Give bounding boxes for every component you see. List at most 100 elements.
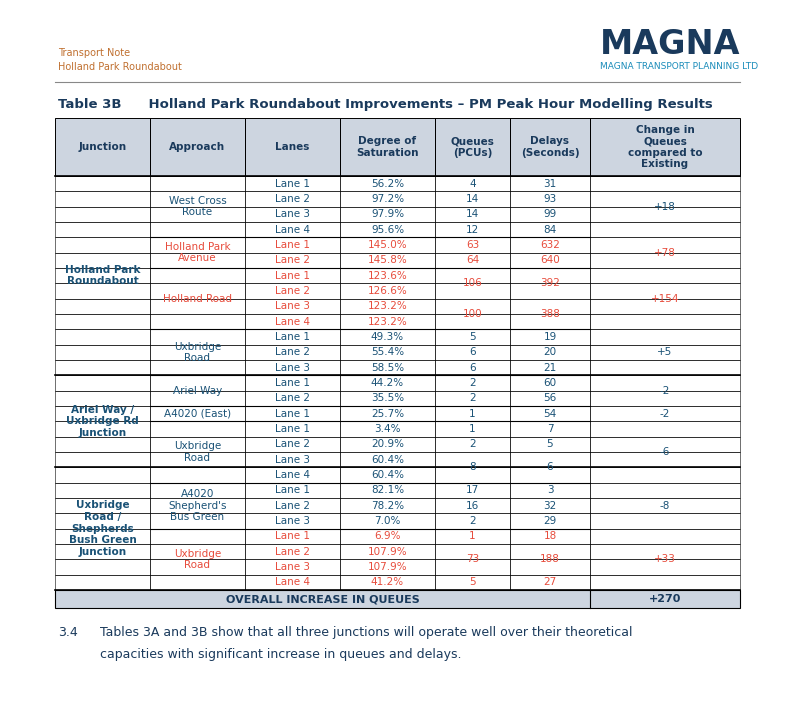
- Bar: [150, 575, 245, 590]
- Bar: [510, 483, 590, 498]
- Text: MAGNA: MAGNA: [600, 28, 741, 61]
- Text: 56: 56: [544, 393, 556, 404]
- Bar: [510, 118, 590, 176]
- Bar: [590, 314, 740, 329]
- Bar: [590, 298, 740, 314]
- Bar: [245, 575, 340, 590]
- Text: 44.2%: 44.2%: [371, 378, 404, 388]
- Text: 14: 14: [466, 194, 479, 204]
- Text: Lane 2: Lane 2: [275, 347, 310, 357]
- Bar: [510, 192, 590, 206]
- Text: Lane 1: Lane 1: [275, 179, 310, 189]
- Bar: [590, 376, 740, 391]
- Bar: [55, 544, 150, 559]
- Bar: [245, 118, 340, 176]
- Text: 41.2%: 41.2%: [371, 577, 404, 588]
- Bar: [150, 513, 245, 529]
- Bar: [510, 253, 590, 268]
- Text: 29: 29: [544, 516, 556, 526]
- Bar: [510, 176, 590, 192]
- Bar: [150, 329, 245, 345]
- Text: 19: 19: [544, 332, 556, 342]
- Bar: [150, 452, 245, 468]
- Bar: [150, 222, 245, 237]
- Bar: [245, 406, 340, 421]
- Bar: [435, 483, 510, 498]
- Text: 95.6%: 95.6%: [371, 225, 404, 234]
- Bar: [245, 498, 340, 513]
- Bar: [435, 360, 510, 376]
- Text: 56.2%: 56.2%: [371, 179, 404, 189]
- Text: 18: 18: [544, 531, 556, 541]
- Bar: [150, 284, 245, 298]
- Bar: [435, 513, 510, 529]
- Bar: [435, 468, 510, 483]
- Bar: [340, 391, 435, 406]
- Text: Delays
(Seconds): Delays (Seconds): [521, 136, 579, 158]
- Text: -6: -6: [660, 447, 670, 457]
- Text: capacities with significant increase in queues and delays.: capacities with significant increase in …: [100, 648, 462, 661]
- Bar: [510, 314, 590, 329]
- Bar: [150, 529, 245, 544]
- Text: Table 3B: Table 3B: [58, 98, 122, 111]
- Text: Lane 2: Lane 2: [275, 393, 310, 404]
- Text: 60: 60: [544, 378, 556, 388]
- Bar: [55, 222, 150, 237]
- Bar: [245, 253, 340, 268]
- Bar: [245, 314, 340, 329]
- Bar: [245, 529, 340, 544]
- Bar: [55, 206, 150, 222]
- Text: Uxbridge
Road /
Shepherds
Bush Green
Junction: Uxbridge Road / Shepherds Bush Green Jun…: [69, 501, 136, 557]
- Bar: [435, 298, 510, 314]
- Bar: [590, 192, 740, 206]
- Bar: [590, 206, 740, 222]
- Text: Tables 3A and 3B show that all three junctions will operate well over their theo: Tables 3A and 3B show that all three jun…: [100, 626, 633, 639]
- Bar: [590, 237, 740, 253]
- Text: 3.4: 3.4: [58, 626, 78, 639]
- Bar: [55, 483, 150, 498]
- Bar: [55, 437, 150, 452]
- Text: -2: -2: [660, 385, 670, 396]
- Text: 14: 14: [466, 209, 479, 219]
- Bar: [510, 468, 590, 483]
- Bar: [55, 575, 150, 590]
- Text: Lane 4: Lane 4: [275, 577, 310, 588]
- Bar: [340, 284, 435, 298]
- Text: 145.8%: 145.8%: [368, 256, 407, 265]
- Text: 2: 2: [469, 516, 476, 526]
- Bar: [590, 222, 740, 237]
- Bar: [245, 513, 340, 529]
- Bar: [340, 345, 435, 360]
- Text: Lane 3: Lane 3: [275, 562, 310, 572]
- Bar: [510, 329, 590, 345]
- Bar: [510, 360, 590, 376]
- Bar: [340, 406, 435, 421]
- Bar: [340, 483, 435, 498]
- Text: 107.9%: 107.9%: [368, 547, 407, 557]
- Bar: [510, 575, 590, 590]
- Bar: [55, 559, 150, 575]
- Text: Lane 3: Lane 3: [275, 516, 310, 526]
- Bar: [55, 118, 150, 176]
- Bar: [340, 192, 435, 206]
- Bar: [340, 237, 435, 253]
- Text: 84: 84: [544, 225, 556, 234]
- Bar: [55, 406, 150, 421]
- Text: A4020
Shepherd's
Bus Green: A4020 Shepherd's Bus Green: [168, 489, 226, 522]
- Bar: [590, 529, 740, 544]
- Bar: [590, 176, 740, 192]
- Text: 6: 6: [469, 363, 476, 373]
- Text: 1: 1: [469, 531, 476, 541]
- Text: 60.4%: 60.4%: [371, 455, 404, 465]
- Text: 100: 100: [462, 309, 482, 319]
- Bar: [150, 192, 245, 206]
- Text: 93: 93: [544, 194, 556, 204]
- Bar: [340, 559, 435, 575]
- Text: Change in
Queues
compared to
Existing: Change in Queues compared to Existing: [628, 124, 702, 169]
- Bar: [510, 437, 590, 452]
- Text: 388: 388: [540, 309, 560, 319]
- Text: Lane 1: Lane 1: [275, 409, 310, 418]
- Bar: [590, 468, 740, 483]
- Text: Lane 1: Lane 1: [275, 240, 310, 250]
- Text: 54: 54: [544, 409, 556, 418]
